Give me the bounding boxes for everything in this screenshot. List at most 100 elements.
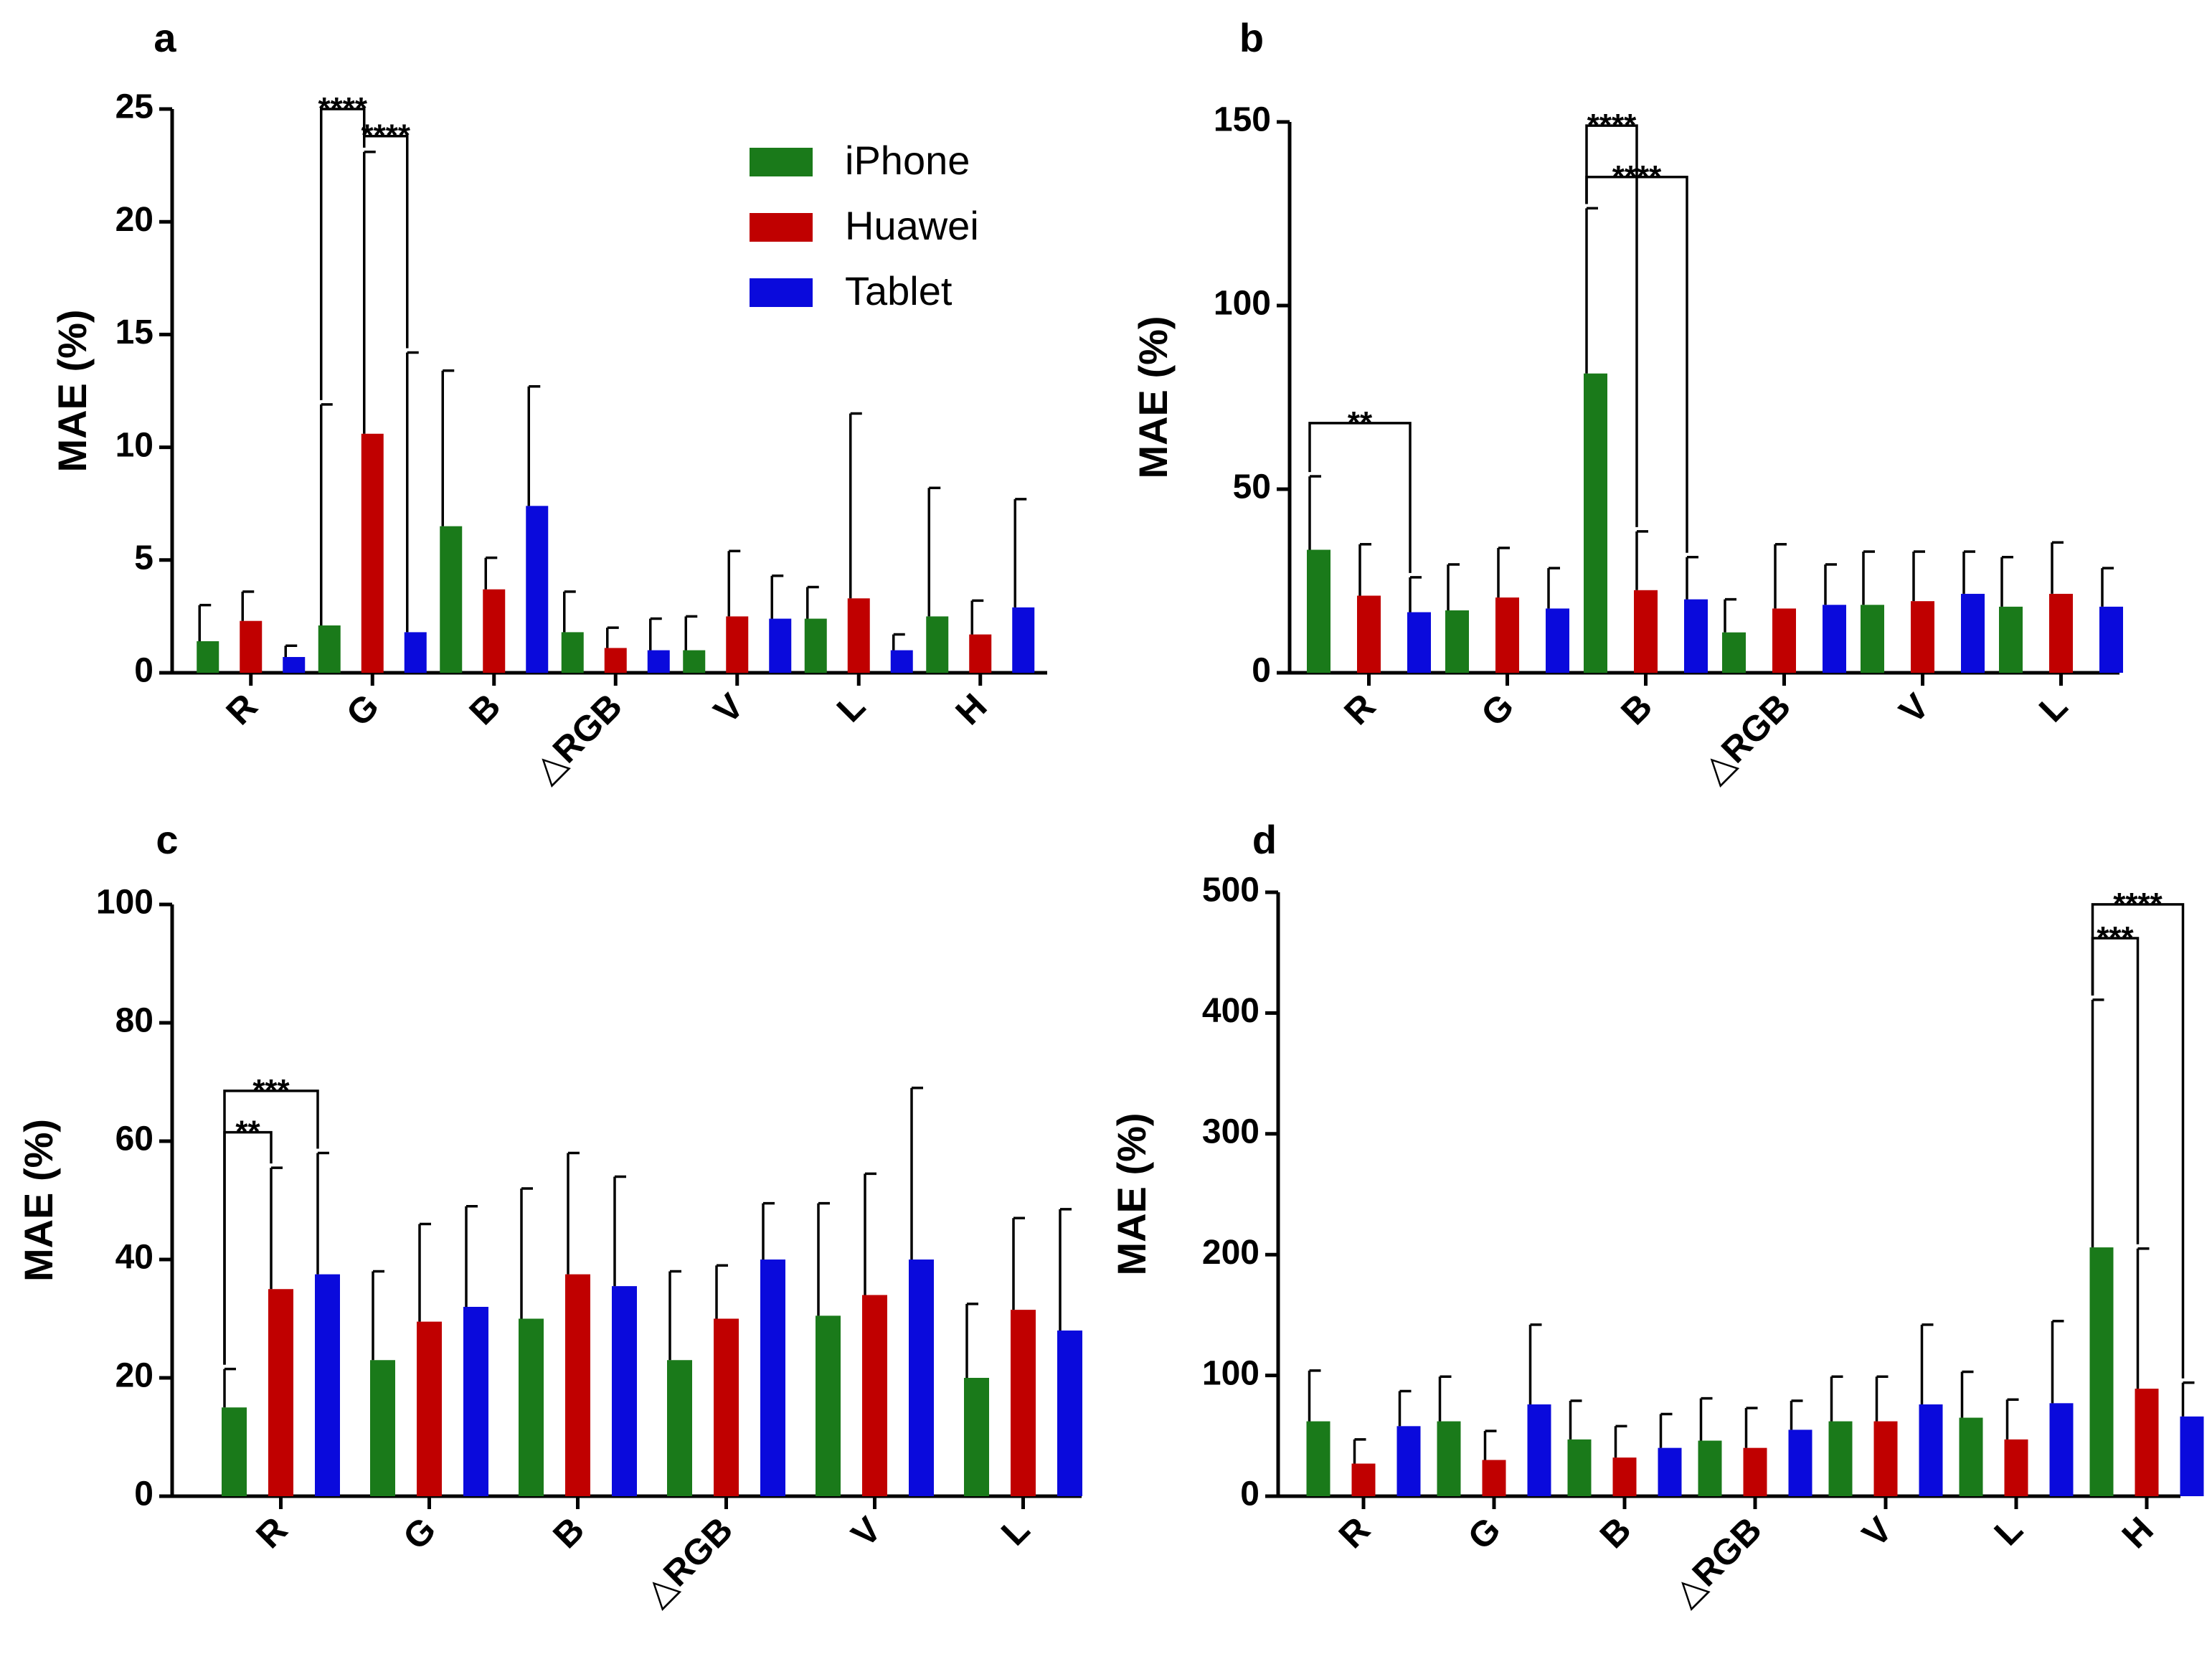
significance-bracket xyxy=(2091,937,2140,1244)
bar-iphone xyxy=(1567,1439,1592,1496)
bar-huawei xyxy=(1743,1447,1767,1496)
bar-iphone xyxy=(1722,632,1746,673)
bar-tablet xyxy=(769,618,792,673)
bar-iphone xyxy=(1861,605,1884,673)
y-tick-label: 20 xyxy=(115,1357,153,1395)
bar-tablet xyxy=(2099,606,2123,673)
significance-bracket xyxy=(1585,176,1688,553)
bar-tablet xyxy=(647,650,670,673)
y-tick-label: 0 xyxy=(134,1475,153,1513)
y-tick-label: 0 xyxy=(134,652,153,690)
legend-label: Huawei xyxy=(845,203,979,248)
y-tick-label: 200 xyxy=(1202,1234,1259,1272)
x-tick-label: △RGB xyxy=(1694,686,1798,790)
x-tick-label: B xyxy=(1592,1509,1639,1556)
bar-huawei xyxy=(2049,593,2073,673)
bar-tablet xyxy=(526,506,549,673)
y-tick-label: 80 xyxy=(115,1002,153,1040)
significance-label: ** xyxy=(1348,405,1373,440)
legend-swatch-tablet xyxy=(750,278,813,307)
significance-label: **** xyxy=(1612,159,1662,194)
significance-label: *** xyxy=(252,1073,290,1108)
y-tick-label: 10 xyxy=(115,426,153,464)
bar-huawei xyxy=(2135,1389,2159,1496)
x-tick-label: V xyxy=(706,686,752,732)
y-axis-label: MAE (%) xyxy=(16,1119,61,1282)
y-tick-label: 15 xyxy=(115,313,153,351)
bar-tablet xyxy=(1788,1429,1812,1496)
bar-huawei xyxy=(604,648,627,673)
significance-label: *** xyxy=(2097,920,2134,955)
bar-huawei xyxy=(417,1321,442,1496)
significance-bracket xyxy=(363,134,409,349)
bar-iphone xyxy=(667,1360,692,1496)
y-tick-label: 500 xyxy=(1202,871,1259,909)
legend-swatch-iphone xyxy=(750,148,813,176)
bar-tablet xyxy=(1919,1404,1943,1496)
bar-huawei xyxy=(268,1289,293,1496)
x-tick-label: L xyxy=(2031,686,2075,729)
bar-huawei xyxy=(714,1318,739,1496)
bar-tablet xyxy=(1012,607,1035,673)
x-tick-label: R xyxy=(1336,686,1383,732)
bar-iphone xyxy=(1437,1421,1461,1496)
x-tick-label: B xyxy=(461,686,508,732)
bar-huawei xyxy=(565,1274,590,1496)
bar-tablet xyxy=(890,650,913,673)
bar-tablet xyxy=(1527,1404,1551,1496)
x-tick-label: B xyxy=(545,1509,592,1556)
x-tick-label: L xyxy=(829,686,873,729)
bar-iphone xyxy=(1584,373,1607,673)
significance-bracket xyxy=(223,1130,273,1365)
y-tick-label: 100 xyxy=(1214,285,1271,323)
x-tick-label: H xyxy=(947,686,994,732)
panel-d: d MAE (%) 0 100 200 300 400 500 R G B △RGB V L H ******… xyxy=(1109,817,2204,1614)
bar-huawei xyxy=(726,616,749,673)
significance-bracket xyxy=(1308,422,1412,573)
bar-iphone xyxy=(370,1360,395,1496)
bar-iphone xyxy=(804,618,827,673)
significance-label: **** xyxy=(361,118,411,153)
x-tick-label: G xyxy=(1473,686,1521,734)
bar-huawei xyxy=(1772,608,1796,673)
bar-iphone xyxy=(816,1315,841,1496)
significance-bracket xyxy=(1585,124,1638,527)
y-tick-label: 100 xyxy=(1202,1354,1259,1392)
bar-tablet xyxy=(1658,1447,1682,1496)
y-tick-label: 25 xyxy=(115,88,153,126)
bar-iphone xyxy=(1959,1417,1983,1496)
y-tick-label: 0 xyxy=(1240,1475,1259,1513)
bar-huawei xyxy=(1351,1463,1376,1496)
bar-huawei xyxy=(2004,1439,2028,1496)
bar-huawei xyxy=(847,598,870,673)
bar-iphone xyxy=(683,650,706,673)
bar-tablet xyxy=(2049,1403,2074,1496)
x-tick-label: H xyxy=(2114,1509,2161,1556)
significance-bracket xyxy=(320,108,366,400)
bar-iphone xyxy=(926,616,949,673)
bar-iphone xyxy=(1828,1421,1853,1496)
bar-iphone xyxy=(1698,1440,1722,1496)
y-tick-label: 60 xyxy=(115,1120,153,1158)
x-tick-label: △RGB xyxy=(636,1509,740,1613)
panel-label: d xyxy=(1252,817,1277,862)
bar-tablet xyxy=(315,1274,340,1496)
bar-tablet xyxy=(1961,593,1985,673)
panel-label: c xyxy=(156,817,178,862)
panel-label: b xyxy=(1239,15,1264,60)
bar-iphone xyxy=(1306,1421,1330,1496)
x-tick-label: V xyxy=(1891,686,1937,732)
bar-iphone xyxy=(1445,610,1469,673)
bar-huawei xyxy=(483,589,506,673)
bar-huawei xyxy=(1011,1310,1036,1496)
bar-iphone xyxy=(440,526,463,673)
bar-tablet xyxy=(1546,608,1569,673)
y-axis-label: MAE (%) xyxy=(1130,316,1176,478)
bar-tablet xyxy=(1823,605,1846,673)
bar-huawei xyxy=(862,1295,887,1496)
bar-huawei xyxy=(1634,590,1658,673)
panel-a: a MAE (%) 0 5 10 15 20 25 R G B △RGB V L H ******** xyxy=(49,15,1047,790)
x-tick-label: B xyxy=(1613,686,1660,732)
legend-label: Tablet xyxy=(845,268,953,313)
